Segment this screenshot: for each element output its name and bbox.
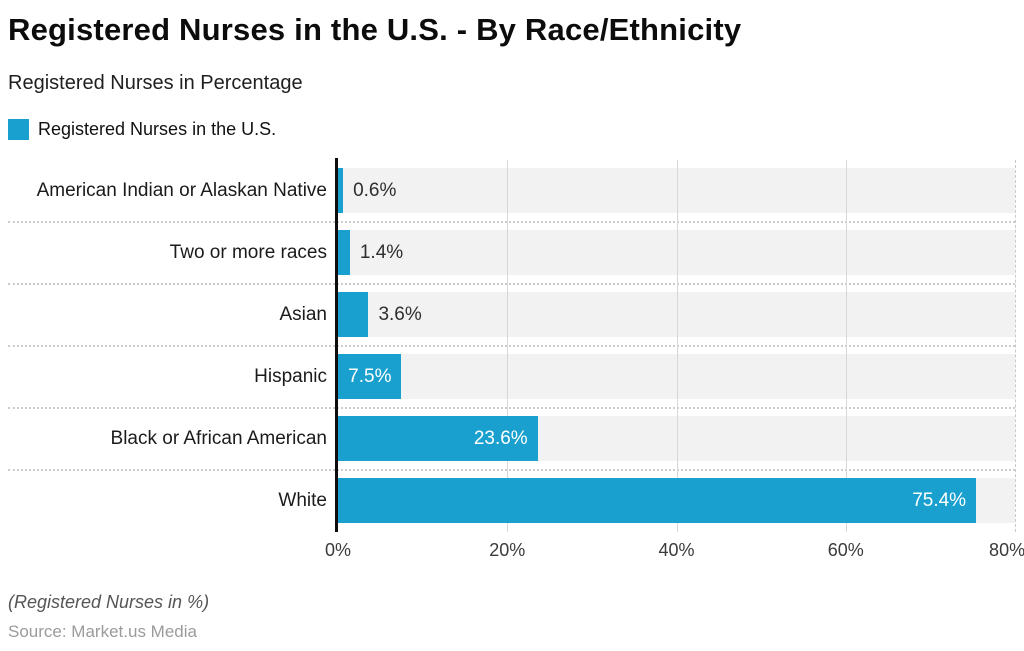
bar[interactable] <box>338 168 344 213</box>
category-label: American Indian or Alaskan Native <box>36 179 327 201</box>
bar[interactable]: 75.4% <box>338 478 977 523</box>
category-label: Hispanic <box>254 365 327 387</box>
chart-rows: American Indian or Alaskan Native 0.6% Two… <box>0 160 1024 532</box>
value-label: 0.6% <box>353 180 397 201</box>
page-title: Registered Nurses in the U.S. - By Race/… <box>8 12 742 47</box>
bar-track <box>338 292 1015 337</box>
bar[interactable]: 7.5% <box>338 354 402 399</box>
x-tick-label: 40% <box>658 540 695 560</box>
value-label: 1.4% <box>359 242 404 263</box>
chart-row: American Indian or Alaskan Native 0.6% <box>0 160 1024 223</box>
row-plot: 1.4% <box>338 230 1015 275</box>
value-label: 75.4% <box>912 490 967 511</box>
x-tick-label: 20% <box>489 540 526 560</box>
row-plot: 0.6% <box>338 168 1015 213</box>
x-tick-label: 0% <box>324 540 352 560</box>
x-tick-label: 60% <box>827 540 864 560</box>
value-label: 7.5% <box>348 366 392 387</box>
value-label: 23.6% <box>473 428 528 449</box>
bar-track <box>338 354 1015 399</box>
row-plot: 23.6% <box>338 416 1015 461</box>
category-label: White <box>278 489 327 511</box>
row-plot: 3.6% <box>338 292 1015 337</box>
bar[interactable] <box>338 230 350 275</box>
bar[interactable]: 23.6% <box>338 416 538 461</box>
chart-row: White 75.4% <box>0 470 1024 532</box>
bar[interactable] <box>338 292 369 337</box>
x-axis-ticks: 0% 20% 40% 60% 80% <box>325 538 1024 564</box>
row-plot: 75.4% <box>338 478 1015 523</box>
chart-caption: (Registered Nurses in %) <box>8 592 210 612</box>
y-axis-line <box>335 158 338 532</box>
chart-row: Hispanic 7.5% <box>0 346 1024 409</box>
bar-track <box>338 168 1015 213</box>
chart-row: Two or more races 1.4% <box>0 222 1024 285</box>
row-plot: 7.5% <box>338 354 1015 399</box>
category-label: Asian <box>279 303 327 325</box>
legend-label: Registered Nurses in the U.S. <box>38 119 277 139</box>
chart-row: Black or African American 23.6% <box>0 408 1024 471</box>
chart-row: Asian 3.6% <box>0 284 1024 347</box>
source-note: Source: Market.us Media <box>8 622 197 641</box>
legend-swatch-icon <box>8 119 29 140</box>
category-label: Two or more races <box>169 241 327 263</box>
category-label: Black or African American <box>110 427 327 449</box>
chart-subtitle: Registered Nurses in Percentage <box>8 72 303 94</box>
bar-track <box>338 230 1015 275</box>
legend-item[interactable]: Registered Nurses in the U.S. <box>8 119 1024 140</box>
x-tick-label: 80% <box>989 540 1024 560</box>
bar-chart: American Indian or Alaskan Native 0.6% Two… <box>0 158 1024 564</box>
value-label: 3.6% <box>378 304 422 325</box>
